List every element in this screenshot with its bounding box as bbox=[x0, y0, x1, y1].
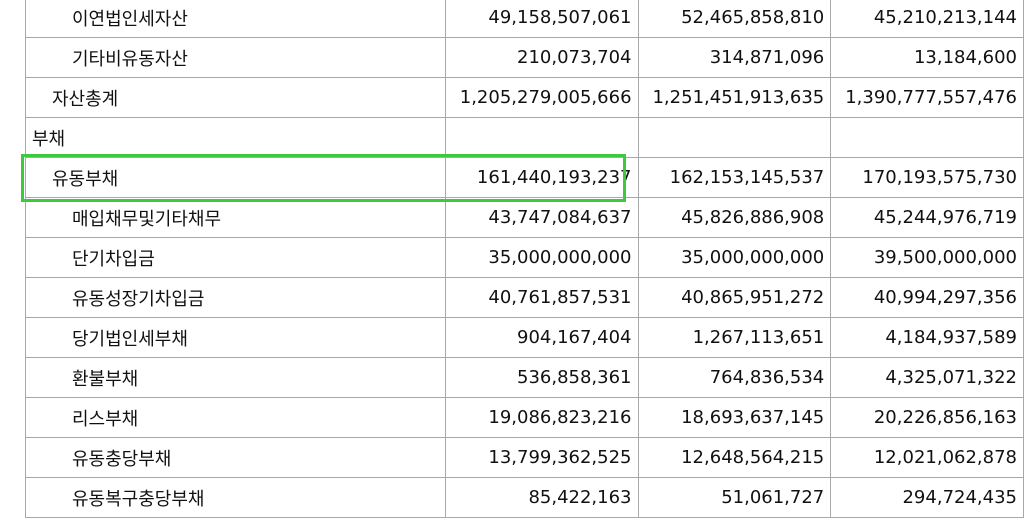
account-label: 매입채무및기타채무 bbox=[25, 197, 446, 238]
amount-cell-period-3: 4,184,937,589 bbox=[830, 317, 1024, 358]
amount-cell-period-1: 85,422,163 bbox=[444, 477, 639, 518]
amount-cell-period-3: 39,500,000,000 bbox=[830, 237, 1024, 278]
amount-cell-period-2: 40,865,951,272 bbox=[637, 277, 832, 318]
amount-cell-period-2: 1,251,451,913,635 bbox=[637, 77, 832, 118]
amount-cell-period-3: 20,226,856,163 bbox=[830, 397, 1024, 438]
table-row: 단기차입금 35,000,000,000 35,000,000,000 39,500,… bbox=[25, 237, 1024, 278]
balance-sheet-body: 이연법인세자산 49,158,507,061 52,465,858,810 45,21… bbox=[25, 0, 1024, 518]
amount-cell-period-2: 12,648,564,215 bbox=[637, 437, 832, 478]
amount-cell-period-1: 161,440,193,237 bbox=[444, 157, 639, 198]
amount-cell-period-2: 51,061,727 bbox=[637, 477, 832, 518]
amount-cell-period-1 bbox=[444, 117, 639, 158]
amount-cell-period-2: 18,693,637,145 bbox=[637, 397, 832, 438]
amount-cell-period-2: 314,871,096 bbox=[637, 37, 832, 78]
amount-cell-period-3: 45,244,976,719 bbox=[830, 197, 1024, 238]
amount-cell-period-3: 40,994,297,356 bbox=[830, 277, 1024, 318]
amount-cell-period-1: 536,858,361 bbox=[444, 357, 639, 398]
account-label: 리스부채 bbox=[25, 397, 446, 438]
amount-cell-period-3: 12,021,062,878 bbox=[830, 437, 1024, 478]
amount-cell-period-3: 170,193,575,730 bbox=[830, 157, 1024, 198]
amount-cell-period-3 bbox=[830, 117, 1024, 158]
account-label: 유동충당부채 bbox=[25, 437, 446, 478]
table-row: 이연법인세자산 49,158,507,061 52,465,858,810 45,21… bbox=[25, 0, 1024, 38]
amount-cell-period-2: 52,465,858,810 bbox=[637, 0, 832, 38]
amount-cell-period-3: 4,325,071,322 bbox=[830, 357, 1024, 398]
amount-cell-period-1: 210,073,704 bbox=[444, 37, 639, 78]
account-label: 이연법인세자산 bbox=[25, 0, 446, 38]
amount-cell-period-2 bbox=[637, 117, 832, 158]
balance-sheet-table: 이연법인세자산 49,158,507,061 52,465,858,810 45,21… bbox=[25, 0, 1024, 518]
account-label: 유동부채 bbox=[25, 157, 446, 198]
account-label: 환불부채 bbox=[25, 357, 446, 398]
amount-cell-period-1: 43,747,084,637 bbox=[444, 197, 639, 238]
account-label: 단기차입금 bbox=[25, 237, 446, 278]
table-row: 리스부채 19,086,823,216 18,693,637,145 20,226,8… bbox=[25, 397, 1024, 438]
account-label: 부채 bbox=[25, 117, 446, 158]
amount-cell-period-3: 1,390,777,557,476 bbox=[830, 77, 1024, 118]
amount-cell-period-1: 35,000,000,000 bbox=[444, 237, 639, 278]
amount-cell-period-1: 49,158,507,061 bbox=[444, 0, 639, 38]
amount-cell-period-1: 19,086,823,216 bbox=[444, 397, 639, 438]
table-row: 자산총계 1,205,279,005,666 1,251,451,913,635 1,… bbox=[25, 77, 1024, 118]
amount-cell-period-3: 294,724,435 bbox=[830, 477, 1024, 518]
table-row: 유동복구충당부채 85,422,163 51,061,727 294,724,435 bbox=[25, 477, 1024, 518]
amount-cell-period-3: 13,184,600 bbox=[830, 37, 1024, 78]
amount-cell-period-1: 904,167,404 bbox=[444, 317, 639, 358]
amount-cell-period-2: 35,000,000,000 bbox=[637, 237, 832, 278]
table-row: 기타비유동자산 210,073,704 314,871,096 13,184,600 bbox=[25, 37, 1024, 78]
amount-cell-period-1: 40,761,857,531 bbox=[444, 277, 639, 318]
amount-cell-period-2: 764,836,534 bbox=[637, 357, 832, 398]
table-row: 유동성장기차입금 40,761,857,531 40,865,951,272 40,9… bbox=[25, 277, 1024, 318]
table-row: 유동충당부채 13,799,362,525 12,648,564,215 12,021… bbox=[25, 437, 1024, 478]
account-label: 유동복구충당부채 bbox=[25, 477, 446, 518]
table-row: 부채 bbox=[25, 117, 1024, 158]
account-label: 자산총계 bbox=[25, 77, 446, 118]
amount-cell-period-2: 1,267,113,651 bbox=[637, 317, 832, 358]
table-row: 당기법인세부채 904,167,404 1,267,113,651 4,184,937… bbox=[25, 317, 1024, 358]
table-row: 환불부채 536,858,361 764,836,534 4,325,071,322 bbox=[25, 357, 1024, 398]
account-label: 기타비유동자산 bbox=[25, 37, 446, 78]
account-label: 유동성장기차입금 bbox=[25, 277, 446, 318]
amount-cell-period-2: 162,153,145,537 bbox=[637, 157, 832, 198]
amount-cell-period-2: 45,826,886,908 bbox=[637, 197, 832, 238]
account-label: 당기법인세부채 bbox=[25, 317, 446, 358]
table-row: 유동부채 161,440,193,237 162,153,145,537 170,19… bbox=[25, 157, 1024, 198]
amount-cell-period-3: 45,210,213,144 bbox=[830, 0, 1024, 38]
amount-cell-period-1: 13,799,362,525 bbox=[444, 437, 639, 478]
table-row: 매입채무및기타채무 43,747,084,637 45,826,886,908 45,… bbox=[25, 197, 1024, 238]
amount-cell-period-1: 1,205,279,005,666 bbox=[444, 77, 639, 118]
